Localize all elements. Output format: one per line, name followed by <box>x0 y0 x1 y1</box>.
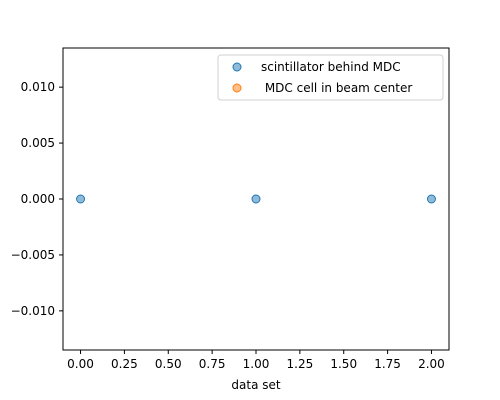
scatter-point <box>251 194 261 204</box>
x-tick-label: 0.25 <box>111 357 138 371</box>
x-tick-label: 1.25 <box>287 357 314 371</box>
legend: scintillator behind MDC MDC cell in beam… <box>217 54 444 101</box>
legend-label: MDC cell in beam center <box>261 81 412 95</box>
x-tick-label: 1.75 <box>374 357 401 371</box>
y-tick-label: 0.010 <box>21 80 55 94</box>
x-tick-label: 0.75 <box>199 357 226 371</box>
x-tick-label: 0.00 <box>67 357 94 371</box>
y-axis: 0.010 0.005 0.000 −0.005 −0.010 <box>11 80 63 318</box>
scatter-point <box>76 194 86 204</box>
scatter-point <box>426 194 436 204</box>
x-tick-label: 1.00 <box>243 357 270 371</box>
legend-marker <box>232 83 242 93</box>
x-tick-label: 2.00 <box>418 357 445 371</box>
y-tick-label: 0.005 <box>21 136 55 150</box>
x-axis: 0.00 0.25 0.50 0.75 1.00 1.25 1.50 1.75 2.00 <box>67 350 445 371</box>
x-tick-label: 0.50 <box>155 357 182 371</box>
legend-marker <box>232 62 242 72</box>
x-axis-label: data set <box>231 378 280 392</box>
x-tick-label: 1.50 <box>330 357 357 371</box>
y-tick-label: −0.010 <box>11 304 55 318</box>
plot-marks <box>76 194 436 204</box>
legend-box <box>217 54 444 101</box>
y-tick-label: −0.005 <box>11 248 55 262</box>
y-tick-label: 0.000 <box>21 192 55 206</box>
legend-label: scintillator behind MDC <box>261 60 401 74</box>
